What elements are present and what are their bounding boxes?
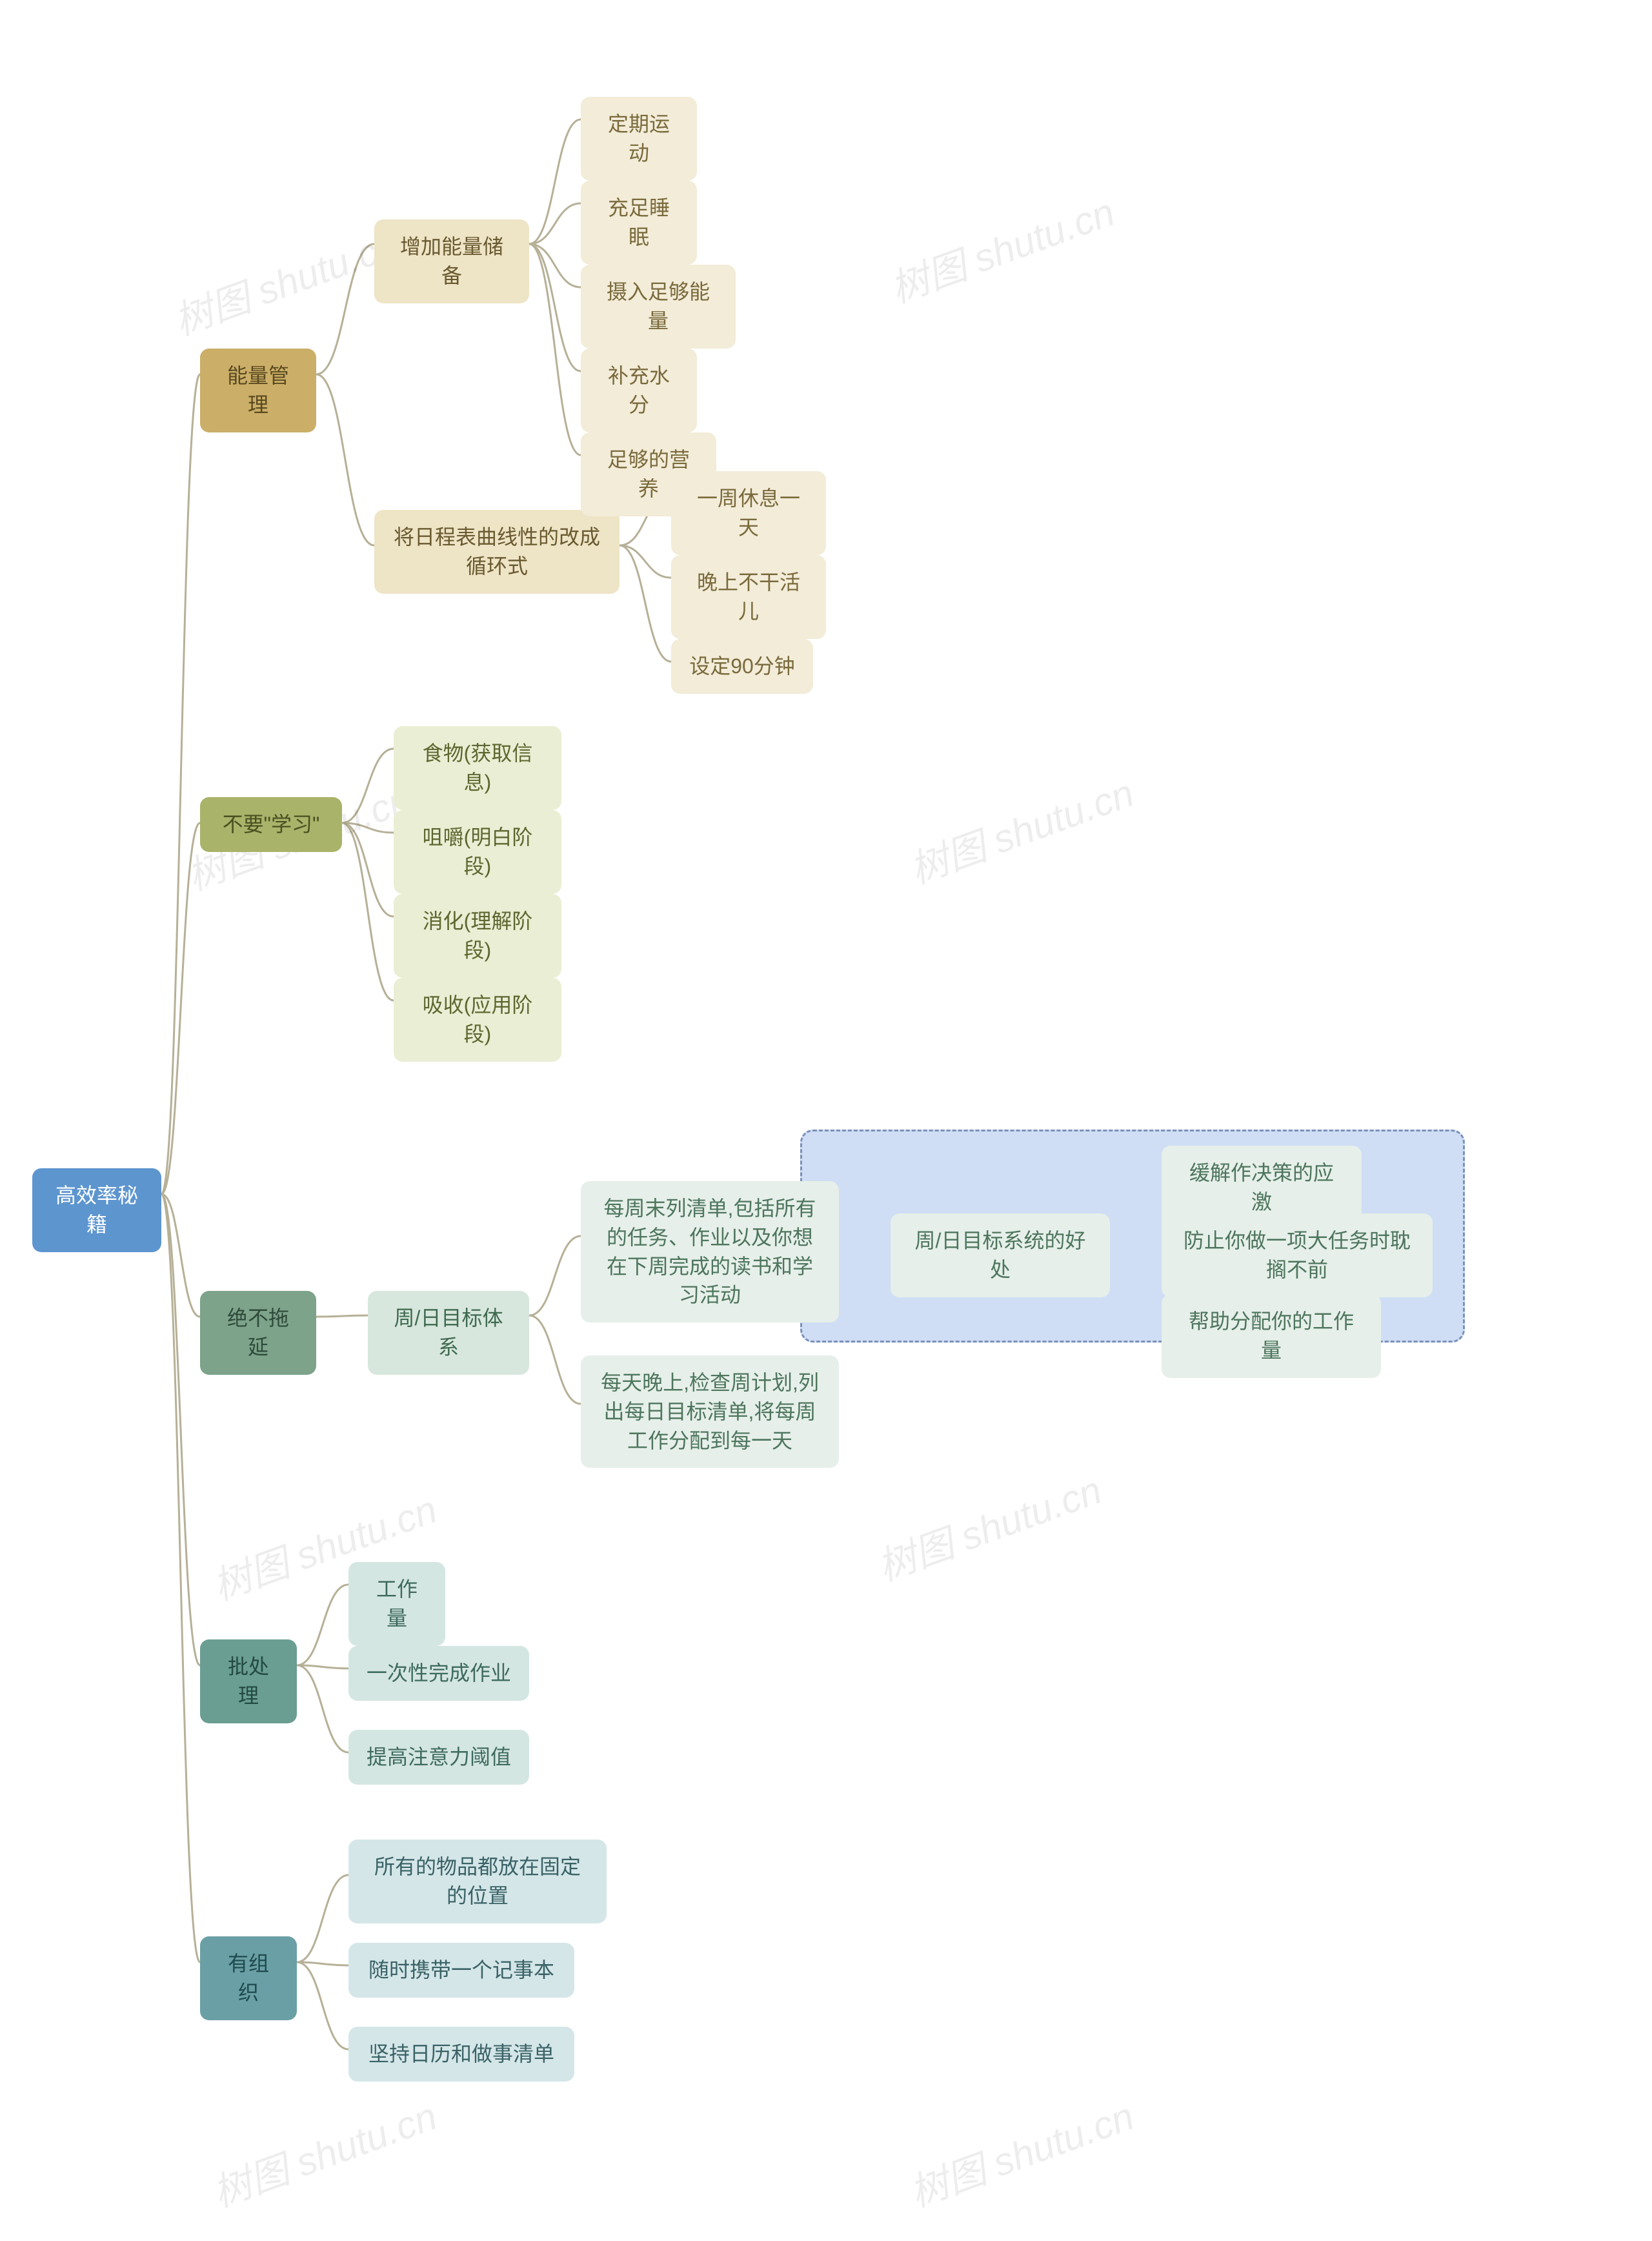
node-b3c1[interactable]: 周/日目标体系 xyxy=(368,1291,529,1375)
node-b3c1b[interactable]: 每天晚上,检查周计划,列出每日目标清单,将每周工作分配到每一天 xyxy=(581,1355,839,1468)
node-b1c2[interactable]: 将日程表曲线性的改成循环式 xyxy=(374,510,620,594)
node-b5[interactable]: 有组织 xyxy=(200,1936,297,2020)
node-b3c1a1[interactable]: 周/日目标系统的好处 xyxy=(891,1213,1110,1297)
node-b3c1a1b[interactable]: 防止你做一项大任务时耽搁不前 xyxy=(1162,1213,1433,1297)
node-b4c1[interactable]: 工作量 xyxy=(348,1562,445,1646)
node-b1c1a[interactable]: 定期运动 xyxy=(581,97,697,181)
watermark: 树图 shutu.cn xyxy=(901,762,1140,895)
node-b5c2[interactable]: 随时携带一个记事本 xyxy=(348,1943,574,1998)
node-b1c1c[interactable]: 摄入足够能量 xyxy=(581,265,736,349)
node-b3c1a[interactable]: 每周末列清单,包括所有的任务、作业以及你想在下周完成的读书和学习活动 xyxy=(581,1181,839,1323)
node-b2[interactable]: 不要"学习" xyxy=(200,797,342,852)
connector-layer xyxy=(0,0,1652,2241)
node-b2c2[interactable]: 咀嚼(明白阶段) xyxy=(394,810,561,894)
node-b2c4[interactable]: 吸收(应用阶段) xyxy=(394,978,561,1062)
node-b5c3[interactable]: 坚持日历和做事清单 xyxy=(348,2027,574,2082)
node-b1c1[interactable]: 增加能量储备 xyxy=(374,219,529,303)
node-b1[interactable]: 能量管理 xyxy=(200,349,316,432)
node-b3c1a1c[interactable]: 帮助分配你的工作量 xyxy=(1162,1294,1381,1378)
node-b1c2b[interactable]: 晚上不干活儿 xyxy=(671,555,826,639)
node-b1c2a[interactable]: 一周休息一天 xyxy=(671,471,826,555)
node-b4[interactable]: 批处理 xyxy=(200,1639,297,1723)
watermark: 树图 shutu.cn xyxy=(901,2085,1140,2218)
mindmap-canvas: 树图 shutu.cn 树图 shutu.cn 树图 shutu.cn 树图 shut… xyxy=(0,0,1652,2241)
node-b4c2[interactable]: 一次性完成作业 xyxy=(348,1646,529,1701)
watermark: 树图 shutu.cn xyxy=(869,1459,1108,1592)
node-b1c1d[interactable]: 补充水分 xyxy=(581,349,697,432)
node-b2c1[interactable]: 食物(获取信息) xyxy=(394,726,561,810)
watermark: 树图 shutu.cn xyxy=(165,213,405,346)
watermark: 树图 shutu.cn xyxy=(881,181,1121,314)
watermark: 树图 shutu.cn xyxy=(204,2085,443,2218)
node-b1c2c[interactable]: 设定90分钟 xyxy=(671,639,813,694)
node-b4c3[interactable]: 提高注意力阈值 xyxy=(348,1730,529,1785)
node-root[interactable]: 高效率秘籍 xyxy=(32,1168,161,1252)
node-b5c1[interactable]: 所有的物品都放在固定的位置 xyxy=(348,1840,607,1923)
node-b2c3[interactable]: 消化(理解阶段) xyxy=(394,894,561,978)
node-b1c1b[interactable]: 充足睡眠 xyxy=(581,181,697,265)
node-b3[interactable]: 绝不拖延 xyxy=(200,1291,316,1375)
